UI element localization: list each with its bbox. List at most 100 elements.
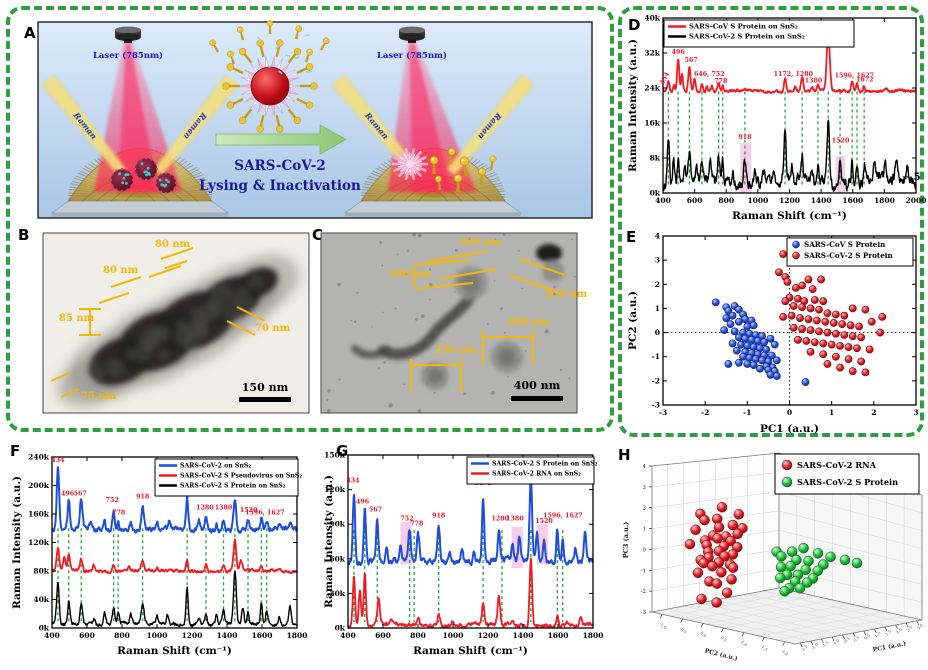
- svg-text:400: 400: [655, 196, 671, 205]
- svg-text:-1.0: -1.0: [831, 637, 840, 646]
- panel-f-raman-chart: 400 600 800 1000 1200 1400 1600 1800 0k 40k 80k 120…: [11, 453, 307, 658]
- svg-text:1596, 1627: 1596, 1627: [543, 512, 582, 519]
- svg-text:Laser (785nm): Laser (785nm): [93, 50, 163, 61]
- svg-text:SARS-CoV-2 RNA on SnS₂: SARS-CoV-2 RNA on SnS₂: [492, 471, 581, 478]
- svg-text:-2.5: -2.5: [799, 643, 808, 652]
- svg-text:Raman Shift (cm⁻¹): Raman Shift (cm⁻¹): [117, 645, 232, 657]
- svg-text:-1: -1: [652, 352, 660, 361]
- svg-text:0: 0: [643, 547, 647, 553]
- svg-text:-0.5: -0.5: [842, 635, 851, 644]
- svg-text:÷ 5: ÷ 5: [902, 172, 921, 183]
- svg-text:SARS-CoV-2 S Protein on SnS₂: SARS-CoV-2 S Protein on SnS₂: [689, 33, 805, 41]
- svg-text:SARS-CoV-2 S Protein on SnS₂: SARS-CoV-2 S Protein on SnS₂: [180, 483, 286, 490]
- svg-text:200 nm: 200 nm: [389, 269, 432, 280]
- svg-text:1200: 1200: [182, 631, 203, 640]
- svg-text:2: 2: [655, 280, 660, 289]
- svg-text:0.5: 0.5: [863, 632, 871, 640]
- svg-text:600: 600: [79, 631, 95, 640]
- svg-text:2: 2: [871, 408, 876, 417]
- svg-text:1280: 1280: [491, 516, 509, 523]
- svg-text:Raman Shift (cm⁻¹): Raman Shift (cm⁻¹): [732, 210, 847, 222]
- svg-text:1172, 1280: 1172, 1280: [774, 71, 814, 78]
- svg-text:16k: 16k: [644, 119, 660, 128]
- svg-text:SARS-CoV-2: SARS-CoV-2: [234, 158, 326, 174]
- svg-text:2.5: 2.5: [905, 624, 913, 632]
- svg-text:-1.0: -1.0: [659, 621, 668, 630]
- panel-b-tem-image: 80 nm 80 nm 85 nm 70 nm 75 nm 150 nm: [42, 232, 310, 414]
- svg-text:300 nm: 300 nm: [507, 317, 550, 328]
- svg-text:496: 496: [672, 49, 686, 56]
- svg-text:2.0: 2.0: [781, 649, 789, 657]
- svg-text:496: 496: [356, 498, 370, 505]
- svg-text:434: 434: [51, 457, 65, 464]
- svg-text:30k: 30k: [329, 589, 345, 598]
- svg-text:567: 567: [685, 57, 698, 64]
- svg-text:80 nm: 80 nm: [155, 239, 191, 250]
- svg-text:Laser (785nm): Laser (785nm): [377, 50, 447, 61]
- svg-text:800: 800: [410, 631, 426, 640]
- dashed-outline-right: [618, 6, 924, 437]
- svg-text:-1.5: -1.5: [821, 639, 830, 648]
- svg-text:1000: 1000: [443, 631, 464, 640]
- svg-text:1000: 1000: [147, 631, 168, 640]
- svg-text:PC1 (a.u.): PC1 (a.u.): [872, 640, 907, 653]
- svg-text:Lysing & Inactivation: Lysing & Inactivation: [199, 178, 361, 194]
- svg-text:SARS-CoV-2 on SnS₂: SARS-CoV-2 on SnS₂: [180, 463, 251, 470]
- svg-text:32k: 32k: [644, 49, 660, 58]
- svg-text:120k: 120k: [324, 485, 346, 494]
- svg-text:2: 2: [643, 506, 647, 512]
- svg-text:75 nm: 75 nm: [81, 391, 117, 402]
- svg-text:PC2 (a.u.): PC2 (a.u.): [704, 648, 739, 663]
- dashed-outline-left: [6, 6, 614, 432]
- svg-text:150 nm: 150 nm: [242, 381, 289, 394]
- svg-text:918: 918: [738, 134, 752, 141]
- svg-text:1200: 1200: [779, 196, 800, 205]
- svg-text:60k: 60k: [329, 554, 345, 563]
- svg-text:1.5: 1.5: [884, 628, 892, 636]
- svg-text:-0.5: -0.5: [679, 626, 688, 635]
- svg-text:8k: 8k: [650, 154, 661, 163]
- svg-text:400: 400: [340, 631, 356, 640]
- svg-text:1800: 1800: [583, 631, 604, 640]
- svg-text:SARS-CoV S Protein: SARS-CoV S Protein: [804, 240, 886, 249]
- panel-d-raman-chart: 400 600 800 1000 1200 1400 1600 1800 2000 0k 8k 16k…: [627, 14, 927, 223]
- panel-b-letter: B: [18, 226, 30, 244]
- svg-text:PC3 (a.u.): PC3 (a.u.): [622, 522, 630, 558]
- svg-text:230 nm: 230 nm: [545, 289, 588, 300]
- panel-f-letter: F: [10, 442, 21, 460]
- svg-text:1520: 1520: [240, 507, 258, 514]
- svg-text:SARS-CoV S Protein on SnS₂: SARS-CoV S Protein on SnS₂: [689, 23, 798, 31]
- svg-text:2000: 2000: [906, 196, 927, 205]
- svg-text:240k: 240k: [28, 453, 50, 462]
- svg-text:160k: 160k: [28, 510, 50, 519]
- svg-text:1: 1: [655, 304, 660, 313]
- panel-a-letter: A: [24, 24, 36, 42]
- svg-text:3: 3: [655, 256, 660, 265]
- svg-text:90k: 90k: [329, 520, 345, 529]
- svg-text:-1: -1: [641, 568, 646, 574]
- svg-text:PC1 (a.u.): PC1 (a.u.): [760, 423, 819, 435]
- svg-text:Raman Intensity (a.u.): Raman Intensity (a.u.): [11, 476, 23, 609]
- svg-text:24k: 24k: [644, 84, 660, 93]
- svg-text:778: 778: [410, 520, 424, 527]
- svg-text:567: 567: [74, 490, 87, 497]
- svg-text:0.0: 0.0: [699, 630, 707, 638]
- panel-e-letter: E: [626, 228, 637, 246]
- svg-text:1520: 1520: [535, 518, 553, 525]
- svg-text:Raman Intensity (a.u.): Raman Intensity (a.u.): [323, 475, 335, 608]
- panel-g-raman-chart: 400 600 800 1000 1200 1400 1600 1800 0k 30k 60k 90k…: [323, 451, 604, 658]
- svg-text:3: 3: [643, 485, 647, 491]
- svg-text:-3: -3: [641, 610, 647, 616]
- svg-text:1: 1: [829, 408, 834, 417]
- panel-h-letter: H: [618, 446, 631, 464]
- svg-text:400: 400: [44, 631, 60, 640]
- svg-text:70 nm: 70 nm: [255, 323, 291, 334]
- svg-text:1400: 1400: [811, 196, 832, 205]
- svg-text:600: 600: [375, 631, 391, 640]
- svg-text:1.0: 1.0: [874, 630, 882, 638]
- svg-text:4: 4: [655, 232, 660, 241]
- svg-text:567: 567: [369, 507, 382, 514]
- svg-text:1600: 1600: [548, 631, 569, 640]
- svg-text:778: 778: [714, 78, 728, 85]
